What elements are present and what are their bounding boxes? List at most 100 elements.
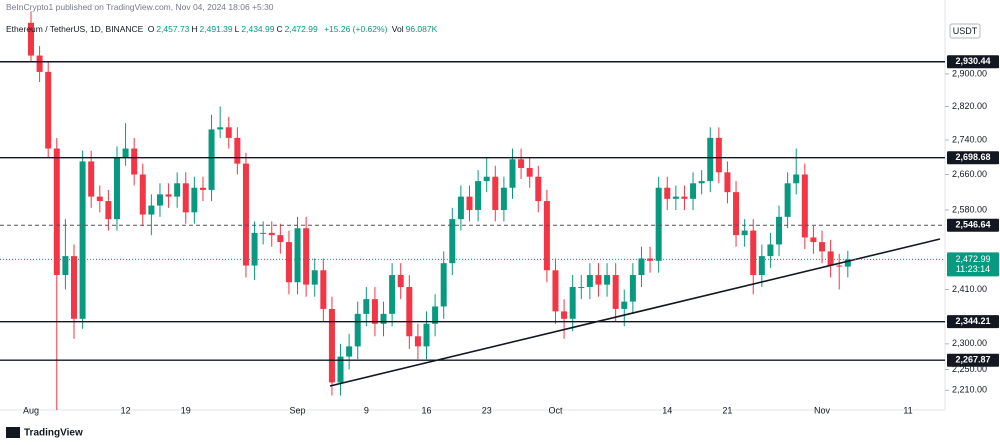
candle-body [406, 287, 413, 337]
candle-body [113, 157, 120, 220]
level-label: 2,267.87 [955, 355, 990, 365]
x-tick-label: 11 [903, 405, 912, 415]
candle-body [793, 174, 800, 184]
candle-body [621, 301, 628, 309]
candle-body [492, 176, 499, 211]
x-tick-label: 21 [722, 405, 732, 415]
x-tick-label: 23 [482, 405, 492, 415]
y-tick-label: 2,740.00 [952, 134, 987, 144]
candle-body [70, 256, 77, 319]
candle-body [414, 336, 421, 347]
symbol: Ethereum / TetherUS, 1D, BINANCE [6, 24, 144, 34]
countdown: 11:23:14 [956, 264, 990, 274]
candle-body [475, 181, 482, 211]
candle-body [208, 129, 215, 190]
candle-body [655, 187, 662, 261]
y-tick-label: 2,250.00 [952, 364, 987, 374]
candle-body [79, 161, 86, 319]
x-tick-label: 19 [181, 405, 191, 415]
candle-body [156, 194, 163, 206]
candle-body [242, 163, 249, 266]
change: +15.26 (+0.62%) [324, 24, 388, 34]
ohlc-key: H [191, 24, 198, 34]
candle-body [612, 275, 619, 309]
candle-body [672, 196, 679, 199]
candle-body [148, 205, 155, 215]
x-tick-label: 12 [121, 405, 131, 415]
candle-body [500, 187, 507, 211]
plot-area [28, 11, 851, 410]
candle-body [569, 287, 576, 319]
candle-body [62, 256, 69, 276]
level-label: 2,344.21 [955, 316, 990, 326]
volume-key: Vol [391, 24, 404, 34]
candle-body [561, 311, 568, 319]
candle-body [707, 137, 714, 182]
candle-body [285, 242, 292, 283]
candle-body [139, 174, 146, 215]
candle-body [122, 148, 129, 158]
candle-body [36, 55, 43, 72]
level-label: 2,698.68 [955, 152, 990, 162]
publisher: BeInCrypto1 published on TradingView.com… [6, 2, 274, 12]
candle-body [543, 201, 550, 271]
volume: 96.087K [405, 24, 438, 34]
candle-body [363, 299, 370, 314]
x-tick-label: 9 [364, 405, 369, 415]
brand: TradingView [24, 428, 83, 439]
candle-body [131, 148, 138, 175]
candle-body [836, 265, 843, 267]
ohlc-key: O [147, 24, 155, 34]
candle-body [741, 230, 748, 236]
candle-body [449, 219, 456, 264]
candle-body [526, 167, 533, 177]
ohlc-value: 2,434.99 [241, 24, 275, 34]
candle-body [440, 263, 447, 307]
y-tick-label: 2,580.00 [952, 204, 987, 214]
level-label: 2,930.44 [955, 56, 990, 66]
candle-body [483, 176, 490, 182]
candle-body [423, 323, 430, 347]
candle-body [715, 137, 722, 173]
candle-body [182, 183, 189, 213]
y-tick-label: 2,660.00 [952, 169, 987, 179]
candle-body [758, 256, 765, 276]
candle-body [681, 196, 688, 199]
candle-body [337, 356, 344, 383]
candle-body [371, 299, 378, 324]
x-tick-label: 16 [422, 405, 432, 415]
candle-body [647, 258, 654, 261]
candle-body [819, 242, 826, 252]
candle-body [303, 228, 310, 285]
candle-body [535, 176, 542, 202]
candle-body [664, 187, 671, 199]
candle-body [53, 148, 60, 276]
candle-body [733, 192, 740, 236]
candle-body [328, 308, 335, 383]
level-box [947, 55, 999, 69]
x-tick-label: 14 [662, 405, 672, 415]
candle-body [96, 196, 103, 202]
y-tick-label: 2,210.00 [952, 385, 987, 395]
y-tick-label: 2,410.00 [952, 284, 987, 294]
candle-body [578, 287, 585, 289]
ohlc-key: C [276, 24, 283, 34]
candle-body [88, 161, 95, 197]
last-price-box [947, 252, 999, 277]
candle-body [810, 237, 817, 243]
last-price-label: 2,472.99 [955, 254, 990, 264]
candle-body [844, 259, 851, 267]
candle-body [174, 183, 181, 197]
currency-box [949, 23, 981, 39]
x-tick-label: Aug [23, 405, 39, 415]
candle-body [750, 230, 757, 276]
candle-body [638, 258, 645, 276]
symbol-line: Ethereum / TetherUS, 1D, BINANCE O 2,457.… [6, 24, 439, 34]
candle-body [165, 194, 172, 197]
candle-body [466, 196, 473, 211]
candle-body [690, 183, 697, 199]
candle-body [509, 159, 516, 188]
